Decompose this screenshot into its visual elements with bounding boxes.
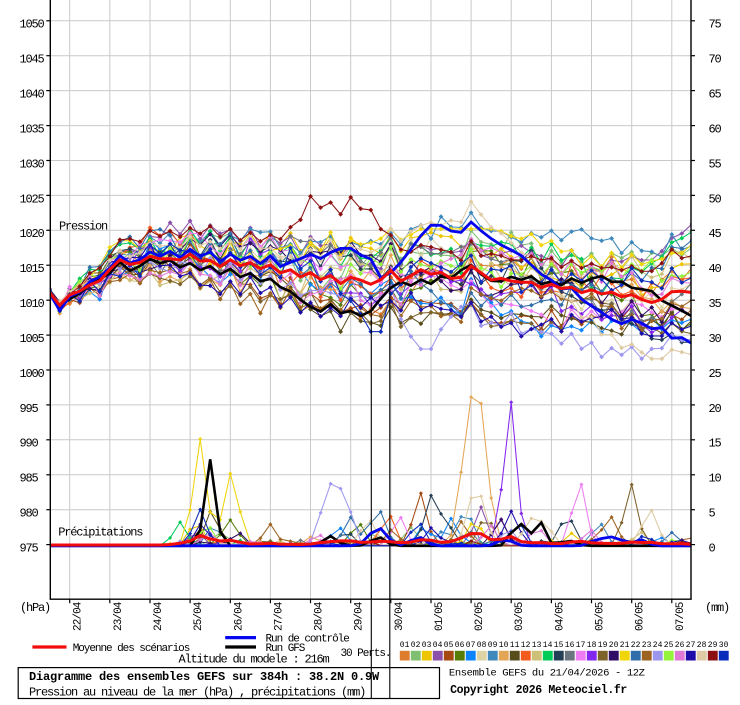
svg-text:01/05: 01/05 <box>434 602 446 631</box>
svg-text:23: 23 <box>642 641 652 650</box>
svg-text:Altitude du modele : 216m: Altitude du modele : 216m <box>179 652 330 666</box>
svg-text:30 Perts.: 30 Perts. <box>341 648 391 660</box>
svg-text:07: 07 <box>466 641 476 650</box>
svg-text:Copyright 2026 Meteociel.fr: Copyright 2026 Meteociel.fr <box>450 684 627 697</box>
svg-text:1025: 1025 <box>20 192 45 206</box>
svg-text:24: 24 <box>653 641 663 650</box>
svg-text:18: 18 <box>587 641 597 650</box>
svg-text:45: 45 <box>709 227 722 241</box>
svg-text:30: 30 <box>709 332 722 346</box>
svg-text:(mm): (mm) <box>705 601 729 615</box>
svg-text:11: 11 <box>510 641 520 650</box>
svg-text:21: 21 <box>620 641 630 650</box>
svg-text:975: 975 <box>20 542 39 556</box>
svg-text:35: 35 <box>709 297 722 311</box>
svg-text:65: 65 <box>709 88 722 102</box>
svg-text:05: 05 <box>444 641 454 650</box>
svg-text:10: 10 <box>499 641 509 650</box>
svg-text:15: 15 <box>554 641 564 650</box>
svg-text:16: 16 <box>565 641 575 650</box>
svg-text:27: 27 <box>686 641 696 650</box>
svg-text:980: 980 <box>20 507 39 521</box>
svg-text:10: 10 <box>709 472 722 486</box>
svg-text:26: 26 <box>675 641 685 650</box>
svg-text:55: 55 <box>709 157 722 171</box>
svg-text:1000: 1000 <box>20 367 45 381</box>
svg-text:14: 14 <box>543 641 553 650</box>
svg-text:(hPa): (hPa) <box>20 601 50 615</box>
svg-text:29/04: 29/04 <box>354 601 366 631</box>
svg-text:1030: 1030 <box>20 157 45 171</box>
svg-text:23/04: 23/04 <box>113 601 125 631</box>
svg-text:12: 12 <box>521 641 531 650</box>
svg-text:Ensemble GEFS du 21/04/2026 -: Ensemble GEFS du 21/04/2026 - 12Z <box>449 667 645 679</box>
svg-text:02: 02 <box>411 641 421 650</box>
svg-text:20: 20 <box>609 641 619 650</box>
svg-text:03: 03 <box>422 641 432 650</box>
svg-text:1015: 1015 <box>20 262 45 276</box>
svg-text:30/04: 30/04 <box>394 601 406 631</box>
svg-text:06/05: 06/05 <box>635 602 647 631</box>
svg-text:1010: 1010 <box>20 297 45 311</box>
svg-text:995: 995 <box>20 402 39 416</box>
svg-text:03/05: 03/05 <box>514 602 526 631</box>
svg-text:70: 70 <box>709 53 722 67</box>
svg-text:1050: 1050 <box>20 18 45 32</box>
svg-text:40: 40 <box>709 262 722 276</box>
svg-text:20: 20 <box>709 402 722 416</box>
svg-text:26/04: 26/04 <box>233 601 245 631</box>
svg-text:60: 60 <box>709 123 722 137</box>
svg-text:1020: 1020 <box>20 227 45 241</box>
svg-text:01: 01 <box>400 641 410 650</box>
svg-text:30: 30 <box>719 641 729 650</box>
svg-text:Run de contrôle: Run de contrôle <box>266 633 350 645</box>
svg-text:Moyenne des scénarios: Moyenne des scénarios <box>73 643 190 655</box>
svg-text:06: 06 <box>455 641 465 650</box>
svg-text:05/05: 05/05 <box>595 602 607 631</box>
svg-text:19: 19 <box>598 641 608 650</box>
svg-text:75: 75 <box>709 18 722 32</box>
svg-text:50: 50 <box>709 192 722 206</box>
svg-text:985: 985 <box>20 472 39 486</box>
svg-text:25: 25 <box>709 367 722 381</box>
svg-text:28: 28 <box>697 641 707 650</box>
svg-text:1045: 1045 <box>20 53 45 67</box>
svg-text:Précipitations: Précipitations <box>58 526 143 540</box>
svg-text:25/04: 25/04 <box>193 601 205 631</box>
svg-text:24/04: 24/04 <box>153 601 165 631</box>
svg-text:Pression: Pression <box>59 219 108 233</box>
svg-text:08: 08 <box>477 641 487 650</box>
svg-text:27/04: 27/04 <box>273 601 285 631</box>
svg-text:28/04: 28/04 <box>314 601 326 631</box>
svg-text:Run GFS: Run GFS <box>266 643 306 655</box>
svg-text:25: 25 <box>664 641 674 650</box>
svg-text:990: 990 <box>20 437 39 451</box>
svg-text:1035: 1035 <box>20 123 45 137</box>
svg-text:04: 04 <box>433 641 443 650</box>
svg-text:Pression au niveau de la mer (: Pression au niveau de la mer (hPa) , pré… <box>29 685 365 699</box>
svg-text:29: 29 <box>708 641 718 650</box>
svg-text:02/05: 02/05 <box>474 602 486 631</box>
svg-text:22: 22 <box>631 641 641 650</box>
svg-text:15: 15 <box>709 437 722 451</box>
svg-text:Diagramme des ensembles GEFS s: Diagramme des ensembles GEFS sur 384h : … <box>29 670 380 684</box>
svg-text:07/05: 07/05 <box>675 602 687 631</box>
svg-text:17: 17 <box>576 641 586 650</box>
svg-text:13: 13 <box>532 641 542 650</box>
svg-text:5: 5 <box>709 507 716 521</box>
svg-text:1005: 1005 <box>20 332 45 346</box>
svg-text:0: 0 <box>709 542 716 556</box>
svg-text:04/05: 04/05 <box>554 602 566 631</box>
svg-text:1040: 1040 <box>20 88 45 102</box>
svg-text:09: 09 <box>488 641 498 650</box>
svg-text:22/04: 22/04 <box>73 601 85 631</box>
